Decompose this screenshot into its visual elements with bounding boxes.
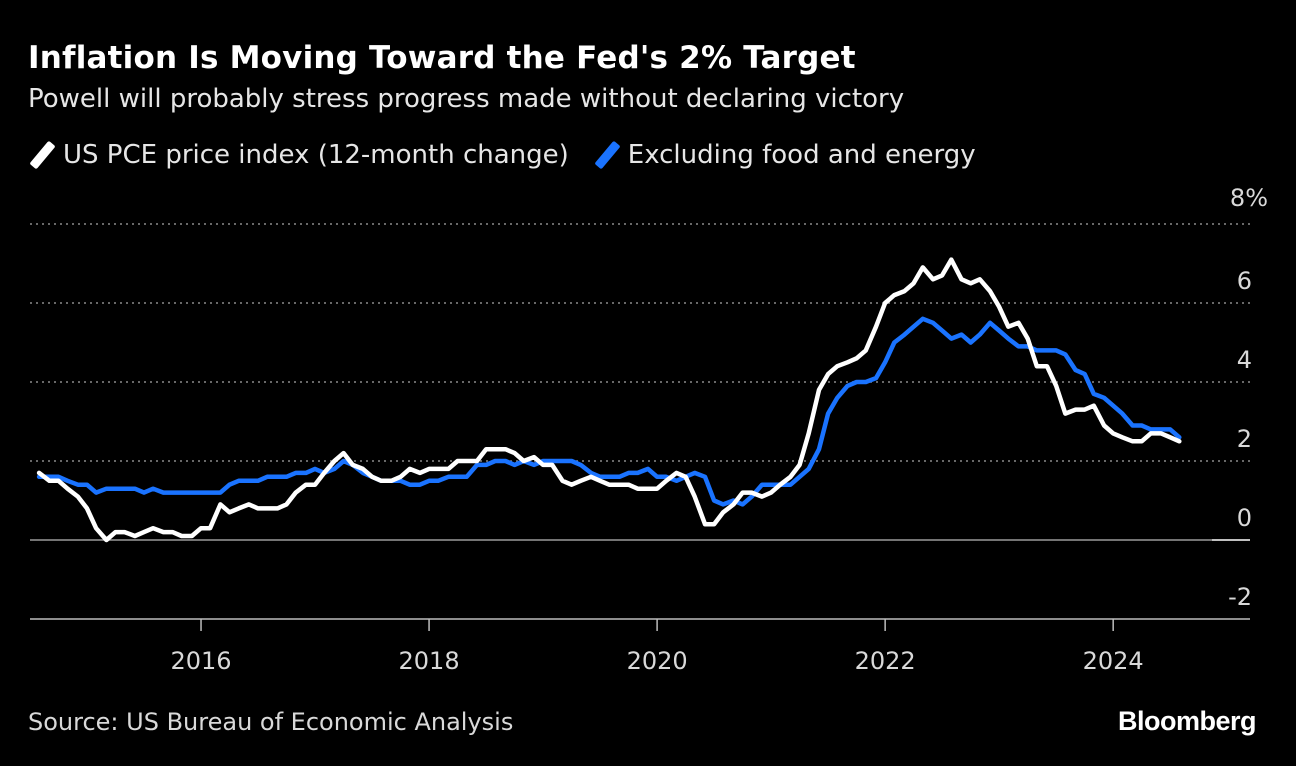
x-tick-label: 2020: [627, 647, 688, 675]
chart-title: Inflation Is Moving Toward the Fed's 2% …: [28, 40, 856, 76]
x-tick-label: 2022: [855, 647, 916, 675]
y-tick-label: 8%: [1230, 184, 1268, 212]
legend: US PCE price index (12-month change) Exc…: [29, 140, 1002, 170]
y-tick-label: 6: [1237, 267, 1252, 295]
legend-item-core: Excluding food and energy: [594, 140, 976, 170]
chart-subtitle: Powell will probably stress progress mad…: [28, 84, 905, 114]
grid-lines: [30, 223, 1250, 541]
series-line-core: [36, 316, 1182, 507]
x-tick-label: 2016: [170, 647, 231, 675]
legend-label-core: Excluding food and energy: [627, 140, 976, 170]
legend-item-pce: US PCE price index (12-month change): [29, 140, 569, 170]
x-tick-label: 2018: [399, 647, 460, 675]
x-axis: 2016 2018 2020 2022 2024: [30, 618, 1250, 675]
legend-label-pce: US PCE price index (12-month change): [63, 140, 569, 170]
y-axis-labels: 8% 6 4 2 0 -2: [1228, 184, 1268, 611]
series-lines: [36, 257, 1182, 543]
y-tick-label: -2: [1228, 583, 1252, 611]
bloomberg-logo: Bloomberg: [1117, 706, 1257, 736]
y-tick-label: 4: [1237, 346, 1252, 374]
y-tick-label: 0: [1237, 504, 1252, 532]
source-note: Source: US Bureau of Economic Analysis: [28, 708, 514, 736]
series-line-pce: [36, 257, 1182, 543]
x-tick-label: 2024: [1083, 647, 1144, 675]
y-tick-label: 2: [1237, 425, 1252, 453]
